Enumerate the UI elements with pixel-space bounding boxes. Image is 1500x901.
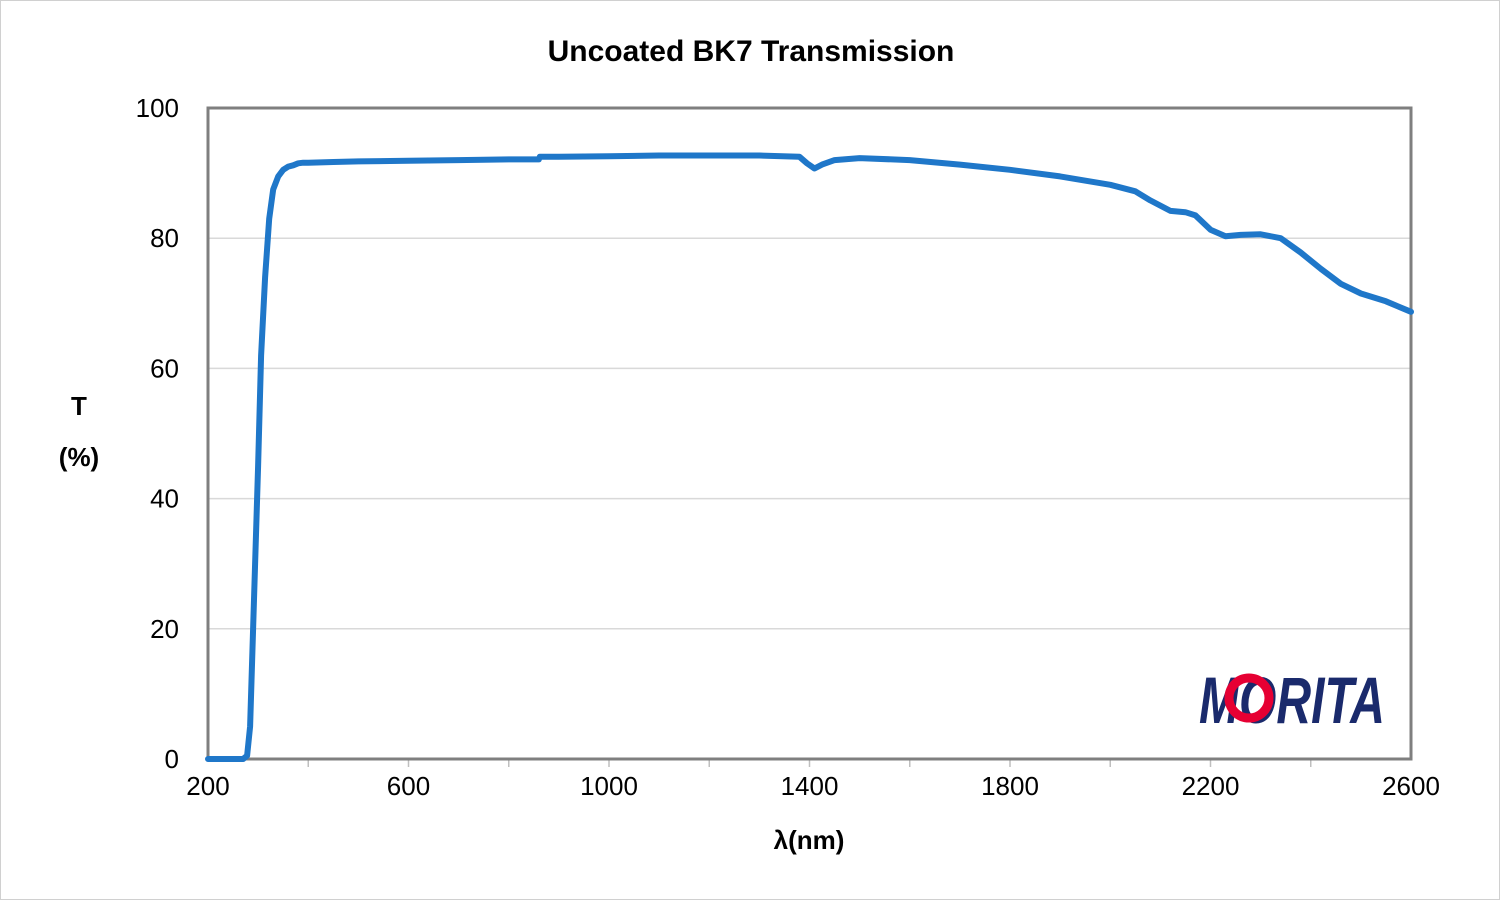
chart-title: Uncoated BK7 Transmission xyxy=(548,35,955,68)
y-tick-label: 60 xyxy=(150,353,179,383)
y-tick-label: 80 xyxy=(150,223,179,253)
y-axis-label-line1: T xyxy=(71,391,87,421)
x-tick-label: 600 xyxy=(387,771,430,801)
grid-layer xyxy=(208,237,1411,630)
y-tick-label: 20 xyxy=(150,614,179,644)
y-tick-label: 0 xyxy=(165,744,179,774)
series-layer xyxy=(205,152,1414,762)
morita-logo: MORITA xyxy=(1199,663,1385,737)
logo-red-ring-icon xyxy=(1224,673,1274,723)
series-line xyxy=(205,152,1414,762)
y-axis-label-line2: (%) xyxy=(59,442,99,472)
x-tick-label: 1800 xyxy=(981,771,1039,801)
x-tick-label: 2600 xyxy=(1382,771,1440,801)
plot-area-border xyxy=(206,106,1413,761)
x-axis-label: λ(nm) xyxy=(774,825,845,855)
x-tick-label: 2200 xyxy=(1182,771,1240,801)
x-tick-label: 200 xyxy=(186,771,229,801)
x-tick-label: 1400 xyxy=(781,771,839,801)
y-tick-label: 100 xyxy=(136,93,179,123)
y-tick-labels: 0 20 40 60 80 100 xyxy=(136,93,179,774)
y-tick-label: 40 xyxy=(150,484,179,514)
x-tick-labels: 200 600 1000 1400 1800 2200 2600 xyxy=(186,771,1440,801)
x-tick-label: 1000 xyxy=(580,771,638,801)
